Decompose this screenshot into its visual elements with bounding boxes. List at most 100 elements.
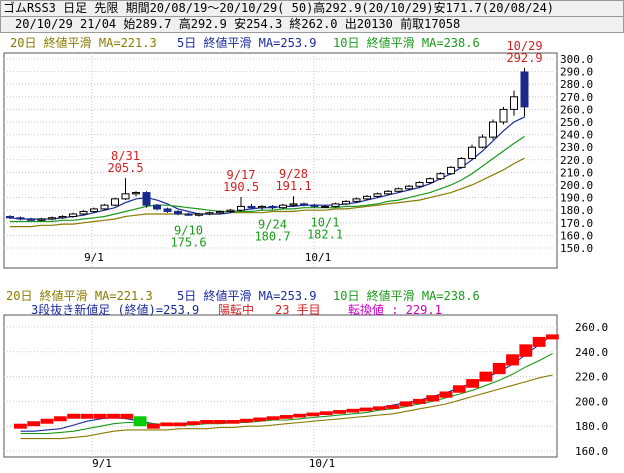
brick-up	[107, 413, 120, 419]
sub-xtick-label: 10/1	[309, 457, 336, 470]
main-ma-line-1	[9, 116, 525, 220]
candle-body	[405, 185, 413, 190]
candle-body	[468, 146, 476, 160]
candle-body	[394, 188, 403, 192]
annotation-date: 9/28	[279, 167, 308, 181]
sub-ytick-label: 180.0	[575, 420, 608, 433]
brick-up	[399, 401, 413, 407]
candle-body	[69, 213, 77, 217]
sub-legend-ma20: 20日 終値平滑 MA=221.3	[6, 288, 153, 303]
sub-ma-line-2	[20, 353, 553, 435]
candle-body	[426, 178, 434, 183]
candle-body	[37, 218, 46, 221]
annotation-value: 205.5	[107, 161, 143, 175]
candle-body	[174, 210, 182, 215]
candle-body	[300, 203, 308, 206]
candle-body	[237, 205, 245, 211]
sub-ytick-label: 260.0	[575, 321, 608, 334]
sub-status-reversal: 転換値 : 229.1	[348, 302, 442, 317]
brick-up	[386, 405, 400, 409]
annotation-value: 191.1	[275, 179, 311, 193]
candle-body	[48, 217, 56, 220]
annotation-date: 10/1	[311, 216, 340, 230]
sub-chart-panel: 260.0 240.0 220.0 200.0 180.0 160.0 9/1 10/1 2…	[3, 288, 608, 470]
brick-up	[479, 371, 493, 382]
sub-ytick-label: 200.0	[575, 395, 608, 408]
annotation-value: 190.5	[223, 180, 259, 194]
brick-up	[173, 422, 187, 427]
main-ytick-label: 210.0	[560, 166, 593, 179]
candle-body	[478, 136, 487, 148]
main-ytick-label: 230.0	[560, 141, 593, 154]
brick-up	[546, 334, 559, 340]
brick-up	[93, 413, 107, 419]
sub-bricks	[14, 334, 559, 429]
main-grid	[4, 53, 557, 268]
main-ytick-label: 220.0	[560, 154, 593, 167]
sub-xtick-label: 9/1	[92, 457, 112, 470]
brick-up	[293, 413, 307, 418]
sub-legend-ma5: 5日 終値平滑 MA=253.9	[177, 288, 316, 303]
brick-down	[133, 416, 147, 427]
main-ytick-label: 240.0	[560, 129, 593, 142]
annotation-value: 292.9	[506, 51, 542, 65]
annotation-value: 175.6	[170, 236, 206, 250]
candle-body	[163, 208, 172, 212]
brick-up	[266, 416, 280, 420]
brick-up	[452, 385, 466, 393]
candle-body	[363, 195, 371, 200]
brick-up	[439, 391, 453, 398]
candle-body	[121, 193, 130, 200]
brick-up	[186, 421, 200, 425]
brick-up	[492, 362, 506, 375]
main-x-axis: 9/1 10/1	[84, 251, 331, 264]
candle-body	[352, 198, 361, 202]
candle-body	[132, 192, 140, 195]
candle-body	[289, 203, 298, 206]
candle-body	[510, 96, 518, 110]
brick-up	[200, 420, 213, 424]
candle-body	[216, 210, 224, 214]
annotation-date: 10/29	[506, 39, 542, 53]
candle-body	[195, 213, 203, 216]
main-xtick-label: 10/1	[305, 251, 332, 264]
brick-up	[346, 408, 360, 413]
main-ytick-label: 250.0	[560, 116, 593, 129]
brick-up	[466, 379, 479, 388]
brick-up	[226, 420, 240, 424]
annotation-date: 9/10	[174, 224, 203, 238]
sub-y-axis: 260.0 240.0 220.0 200.0 180.0 160.0	[575, 321, 608, 458]
sub-x-axis: 9/1 10/1	[92, 457, 335, 470]
legend-ma10: 10日 終値平滑 MA=238.6	[333, 35, 480, 50]
candle-body	[247, 205, 256, 209]
brick-up	[160, 422, 174, 427]
brick-up	[27, 421, 41, 427]
brick-up	[253, 417, 267, 422]
annotation-date: 9/24	[258, 217, 287, 231]
main-ytick-label: 180.0	[560, 204, 593, 217]
brick-up	[426, 395, 440, 402]
main-ytick-label: 200.0	[560, 179, 593, 192]
candle-body	[342, 200, 350, 205]
main-ytick-label: 300.0	[560, 53, 593, 66]
brick-up	[240, 418, 253, 423]
candle-body	[415, 181, 424, 187]
brick-up	[519, 344, 533, 357]
main-xtick-label: 9/1	[84, 251, 104, 264]
annotation-value: 180.7	[254, 229, 290, 243]
main-candles	[6, 67, 529, 222]
brick-up	[280, 415, 293, 419]
chart-header-latest-bar: 20/10/29 21/04 始289.7 高292.9 安254.3 終262…	[0, 16, 624, 33]
candle-body	[436, 173, 445, 180]
sub-status-title: 3段抜き新値足 (終値)=253.9	[31, 302, 199, 317]
legend-ma5: 5日 終値平滑 MA=253.9	[177, 35, 316, 50]
sub-ytick-label: 240.0	[575, 346, 608, 359]
candle-body	[79, 210, 88, 215]
main-ytick-label: 260.0	[560, 103, 593, 116]
candle-body	[16, 217, 25, 220]
main-ytick-label: 160.0	[560, 229, 593, 242]
candle-body	[331, 203, 340, 207]
